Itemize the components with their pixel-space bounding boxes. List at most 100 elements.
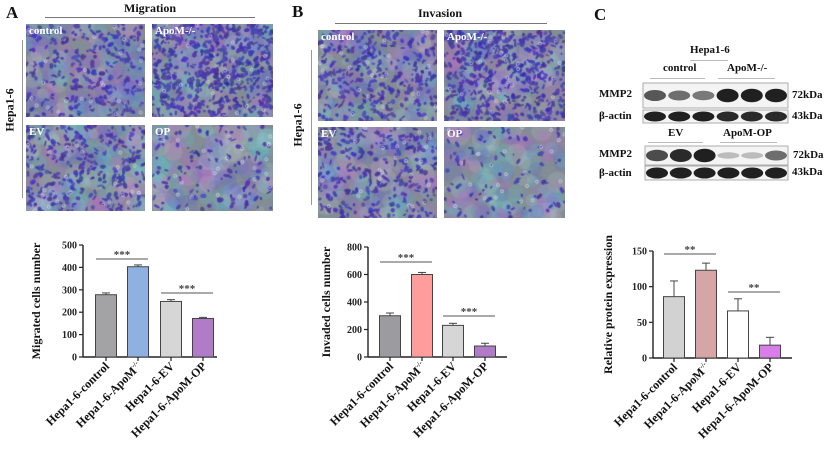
blot-group-control: control [663,62,697,74]
blot-group-apom-op: ApoM-OP [723,127,772,139]
blot-band [717,152,740,159]
y-tick-label: 0 [642,354,647,365]
y-tick-label: 50 [637,318,647,329]
image-label: control [321,31,355,43]
blot-band [669,167,692,179]
blot-band [669,149,692,162]
image-label: ApoM-/- [447,31,488,43]
blot-band [693,167,716,179]
image-label: control [29,25,63,37]
blot-row-label: β-actin [599,110,632,122]
bar [474,345,496,358]
y-tick-label: 100 [62,330,77,341]
y-axis-label: Invaded cells number [319,246,333,357]
blot-band [668,111,691,122]
y-tick-label: 100 [632,282,647,293]
blot-cell-line: Hepa1-6 [690,44,730,56]
significance-label: *** [398,252,415,264]
bar [127,266,149,358]
significance-label: ** [685,244,697,256]
y-tick-label: 0 [72,353,77,364]
panel-letter-a: A [6,3,19,22]
blot-band [741,152,764,159]
image-label: EV [29,126,45,138]
bar [663,296,685,359]
blot-band [740,111,763,122]
blot-band [646,167,668,179]
blot-band [716,111,739,122]
blot-mw-label: 43kDa [792,110,823,122]
y-tick-label: 200 [62,308,77,319]
bar [379,315,401,358]
micrograph-invasion-ev: EV [318,127,437,218]
blot-band [716,88,739,103]
y-tick-label: 400 [347,298,362,309]
significance-label: *** [461,306,478,318]
significance-label: *** [179,283,196,295]
blot-band [692,111,715,122]
divider [650,78,705,79]
bar [695,269,717,359]
blot-band [765,167,787,179]
image-label: ApoM-/- [155,25,196,37]
bar [727,310,749,359]
micrograph-migration-ev: EV [26,125,145,211]
blot-row-label: MMP2 [599,148,632,160]
bar [95,294,117,358]
blot-row-label: β-actin [599,167,632,179]
title-underline [45,17,255,18]
image-label: EV [321,128,337,140]
blot-band [765,111,787,122]
micrograph-invasion-op: OP [444,127,565,218]
bar [411,274,433,358]
y-tick-label: 0 [357,353,362,364]
bar [759,344,781,359]
bar [192,317,214,358]
blot-band [644,90,666,101]
blot-band [692,90,715,101]
y-tick-label: 400 [62,263,77,274]
blot-band [693,148,716,163]
bar [160,300,182,358]
y-tick-label: 200 [347,325,362,336]
image-label: OP [155,126,171,138]
panel-letter-c: C [594,5,607,24]
divider [718,78,775,79]
blot-membrane [642,82,789,109]
image-label: OP [447,128,463,140]
blot-band [668,90,691,101]
blot-row-label: MMP2 [599,88,632,100]
blot-group-apom-ko: ApoM-/- [727,62,768,74]
micrograph-migration-control: control [26,24,145,117]
y-tick-label: 150 [632,247,647,258]
divider [690,60,728,61]
significance-label: *** [114,249,131,261]
blot-group-ev: EV [668,127,684,139]
blot-band [741,167,764,179]
micrograph-invasion-apom-ko: ApoM-/- [444,30,565,121]
blot-band [740,88,763,103]
significance-label: ** [749,282,761,294]
divider [720,142,777,143]
y-tick-label: 600 [347,270,362,281]
blot-band [646,149,668,162]
micrograph-migration-op: OP [152,125,273,211]
title-underline [335,23,547,24]
migration-title: Migration [124,1,176,15]
blot-band [765,88,787,103]
blot-band [644,111,666,122]
y-tick-label: 800 [347,243,362,254]
group-bracket [311,50,312,205]
blot-band [717,167,740,179]
blot-band [765,150,787,161]
bar [442,324,464,358]
divider [648,142,703,143]
micrograph-invasion-control: control [318,30,437,121]
group-bracket [22,40,23,198]
y-axis-label: Migrated cells number [29,242,43,359]
y-tick-label: 500 [62,241,77,252]
